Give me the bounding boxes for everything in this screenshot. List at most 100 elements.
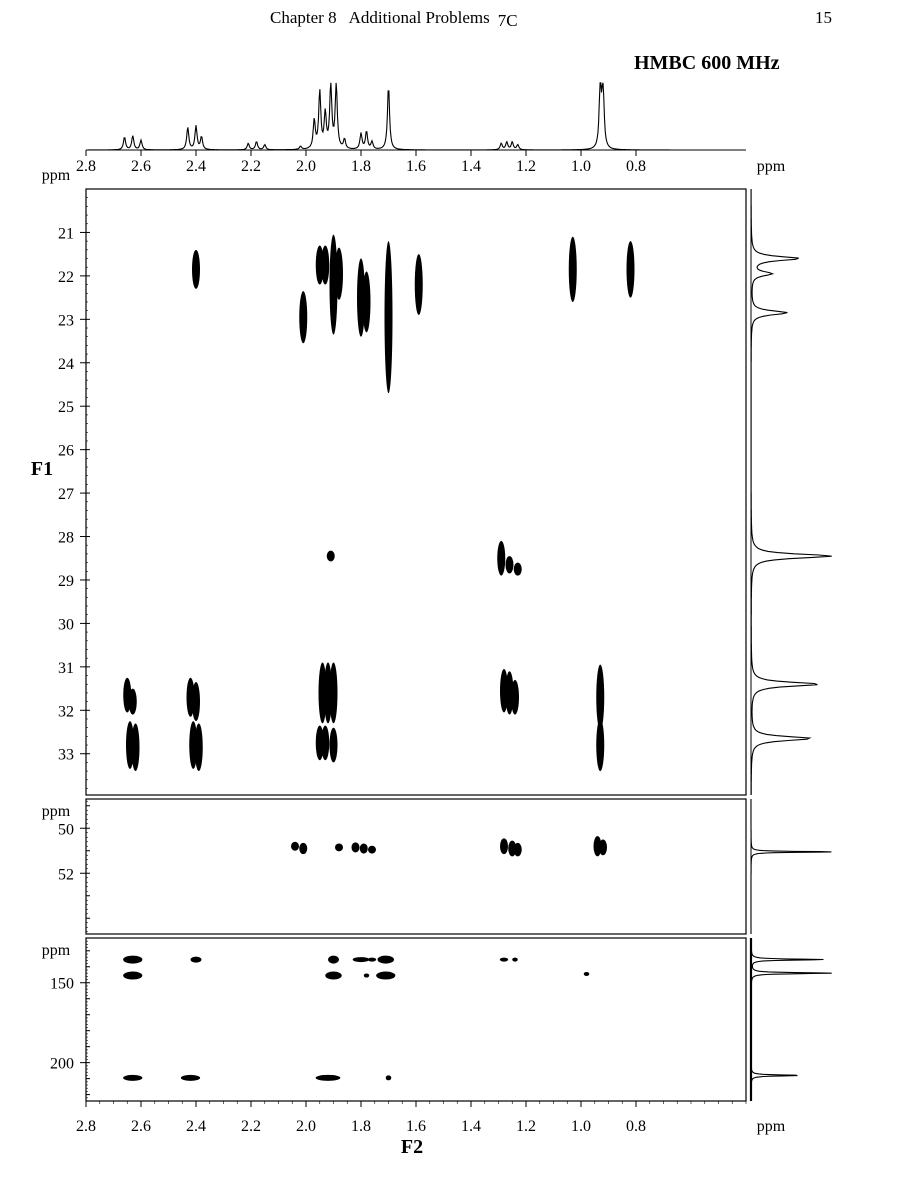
f1-tick-label: 50	[58, 821, 74, 838]
hmbc-crosspeak	[513, 842, 522, 857]
f1-tick-label: 23	[58, 312, 74, 329]
f1-tick-label: 32	[58, 703, 74, 720]
hmbc-crosspeak	[131, 723, 140, 772]
chapter-heading: Chapter 8 Additional Problems 7C	[270, 8, 518, 30]
hmbc-crosspeak	[128, 688, 137, 715]
f1-projection-trace	[750, 938, 832, 1101]
f1-tick-label: 30	[58, 616, 74, 633]
f1-tick-label: 150	[50, 976, 74, 993]
hmbc-crosspeak	[329, 727, 338, 763]
f1-tick-label: 22	[58, 269, 74, 286]
top-tick-label: 2.6	[131, 158, 151, 175]
bottom-tick-label: 1.0	[571, 1118, 591, 1135]
hmbc-crosspeak	[190, 956, 202, 963]
f1-tick-label: 28	[58, 530, 74, 547]
top-axis-unit-label: ppm	[42, 167, 71, 184]
bottom-tick-label: 2.8	[76, 1118, 96, 1135]
f1-tick-label: 29	[58, 573, 74, 590]
f1-tick-label: 33	[58, 747, 74, 764]
hmbc-crosspeak	[512, 957, 518, 962]
panel-frame-aliphatic	[85, 188, 747, 796]
hmbc-crosspeak	[505, 556, 514, 574]
bottom-tick-label: 1.6	[406, 1118, 426, 1135]
bottom-tick-label: 0.8	[626, 1118, 646, 1135]
hmbc-crosspeak	[368, 845, 376, 854]
hmbc-crosspeak	[511, 679, 519, 715]
hmbc-crosspeak	[583, 971, 590, 976]
page-number: 15	[815, 8, 832, 27]
hmbc-crosspeak	[596, 718, 605, 772]
hmbc-crosspeak	[192, 249, 200, 289]
experiment-title: HMBC 600 MHz	[634, 52, 780, 74]
hmbc-crosspeak	[329, 662, 338, 724]
top-tick-label: 2.8	[76, 158, 96, 175]
bottom-tick-label: 2.2	[241, 1118, 261, 1135]
hmbc-crosspeak	[377, 955, 394, 964]
hmbc-crosspeak	[318, 662, 327, 724]
bottom-tick-label: 2.6	[131, 1118, 151, 1135]
bottom-tick-label: 2.0	[296, 1118, 316, 1135]
hmbc-crosspeak	[384, 241, 393, 394]
f1-tick-label: 24	[58, 356, 74, 373]
hmbc-crosspeak	[352, 957, 370, 963]
hmbc-crosspeak	[329, 234, 338, 335]
hmbc-crosspeak	[513, 562, 522, 576]
bottom-axis-unit-label: ppm	[757, 1118, 786, 1135]
f1-unit-label-mid: ppm	[42, 803, 71, 820]
hmbc-crosspeak	[194, 723, 203, 772]
top-tick-label: 2.0	[296, 158, 316, 175]
f1-projection-trace	[750, 799, 832, 934]
top-tick-label: 1.6	[406, 158, 426, 175]
hmbc-crosspeak	[315, 1074, 341, 1081]
top-tick-label: 0.8	[626, 158, 646, 175]
hmbc-crosspeak	[414, 254, 423, 315]
f1-tick-label: 26	[58, 443, 74, 460]
panel-frame-mid	[85, 798, 747, 935]
f1-tick-label: 52	[58, 866, 74, 883]
hmbc-crosspeak	[376, 971, 396, 980]
hmbc-crosspeak	[385, 1075, 392, 1081]
problem-label: 7C	[497, 11, 518, 30]
f1-tick-label: 200	[50, 1056, 74, 1073]
f2-projection-trace	[86, 82, 746, 151]
f1-tick-label: 21	[58, 225, 74, 242]
section-label: Additional Problems	[348, 8, 490, 27]
hmbc-crosspeak	[499, 957, 509, 962]
hmbc-crosspeak	[299, 842, 308, 855]
hmbc-crosspeak	[192, 682, 200, 722]
f1-axis-label: F1	[31, 458, 53, 480]
hmbc-crosspeak	[599, 839, 607, 856]
top-axis-unit-label-right: ppm	[757, 158, 786, 175]
hmbc-crosspeak	[315, 245, 324, 285]
hmbc-crosspeak	[325, 971, 342, 980]
top-tick-label: 1.8	[351, 158, 371, 175]
chapter-label: Chapter 8	[270, 8, 337, 27]
hmbc-crosspeak	[328, 955, 339, 964]
f1-tick-label: 25	[58, 399, 74, 416]
hmbc-crosspeak	[123, 1074, 143, 1081]
f1-tick-label: 27	[58, 486, 74, 503]
f2-axis-label: F2	[401, 1136, 423, 1158]
hmbc-crosspeak	[324, 662, 332, 724]
hmbc-crosspeak	[359, 843, 368, 854]
hmbc-crosspeak	[335, 843, 343, 852]
hmbc-crosspeak	[299, 291, 308, 344]
hmbc-crosspeak	[351, 842, 360, 853]
hmbc-crosspeak	[326, 550, 335, 562]
top-tick-label: 1.0	[571, 158, 591, 175]
bottom-tick-label: 1.2	[516, 1118, 536, 1135]
bottom-tick-label: 1.4	[461, 1118, 481, 1135]
top-tick-label: 2.4	[186, 158, 206, 175]
hmbc-crosspeak	[315, 725, 324, 761]
hmbc-crosspeak	[497, 540, 506, 576]
hmbc-crosspeak	[568, 236, 577, 302]
f1-tick-label: 31	[58, 660, 74, 677]
hmbc-crosspeak	[357, 258, 365, 337]
hmbc-crosspeak	[291, 841, 299, 851]
hmbc-crosspeak	[626, 241, 635, 298]
page-header: Chapter 8 Additional Problems 7C 15	[0, 8, 918, 30]
top-tick-label: 1.2	[516, 158, 536, 175]
top-tick-label: 1.4	[461, 158, 481, 175]
f1-projection-trace	[750, 189, 832, 795]
